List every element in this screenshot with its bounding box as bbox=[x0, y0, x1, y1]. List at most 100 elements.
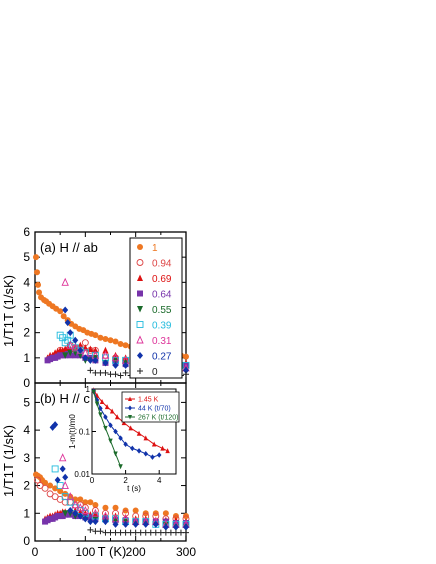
legend-label-0: 0 bbox=[152, 367, 158, 378]
panel-b-point-0.31 bbox=[71, 500, 79, 509]
panel-b-point-1 bbox=[77, 496, 84, 503]
legend-label-0.64: 0.64 bbox=[152, 290, 172, 301]
panel-b-xtick-label: 200 bbox=[126, 545, 146, 559]
legend-marker-0.39 bbox=[136, 321, 144, 328]
panel-a-point-0.55 bbox=[67, 349, 74, 357]
panel-a-point-1 bbox=[36, 289, 43, 296]
inset-point-44 K (t/70) bbox=[136, 448, 142, 454]
inset-ytick-label: 0.01 bbox=[74, 470, 90, 479]
panel-a-point-1 bbox=[97, 334, 104, 341]
panel-b-point-0 bbox=[122, 529, 129, 536]
panel-a-point-0 bbox=[107, 371, 114, 378]
panel-b-point-0.27 bbox=[102, 518, 109, 526]
panel-b-point-0.94 bbox=[34, 476, 41, 484]
legend-marker-0.94 bbox=[136, 259, 144, 266]
panel-b-point-1 bbox=[72, 496, 79, 503]
x-axis-label: T (K) bbox=[98, 544, 127, 559]
panel-b-point-1 bbox=[42, 479, 49, 486]
panel-b-point-0.27 bbox=[112, 520, 119, 528]
legend-marker-1 bbox=[137, 244, 143, 250]
panel-a-point-0 bbox=[122, 369, 129, 376]
panel-b-ytick-label: 4 bbox=[23, 423, 30, 437]
panel-a-point-0.55 bbox=[72, 349, 79, 357]
panel-b-ytick-label: 5 bbox=[23, 395, 30, 409]
panel-a-label: (a) H // ab bbox=[40, 240, 98, 255]
panel-a-point-0 bbox=[97, 369, 104, 376]
panel-a-point-0.69 bbox=[87, 345, 94, 353]
inset-point-1.45 K bbox=[114, 414, 120, 420]
panel-a-ytick-label: 0 bbox=[23, 376, 30, 390]
panel-b-point-0.27 bbox=[122, 520, 129, 528]
panel-b-point-0 bbox=[102, 529, 109, 536]
inset-xtick-label: 2 bbox=[123, 476, 128, 485]
panel-b-label: (b) H // c bbox=[40, 391, 90, 406]
panel-a-point-1 bbox=[102, 335, 109, 342]
legend-label-0.39: 0.39 bbox=[152, 321, 172, 332]
inset-point-1.45 K bbox=[143, 435, 149, 441]
legend-marker-0.64 bbox=[137, 290, 143, 297]
panel-b-ytick-label: 1 bbox=[23, 506, 30, 520]
panel-b-point-0.31 bbox=[91, 508, 100, 517]
panel-a-point-0.31 bbox=[61, 277, 69, 286]
panel-b-point-0.31 bbox=[76, 503, 85, 512]
panel-b-point-0 bbox=[87, 526, 94, 533]
panel-b-point-0 bbox=[92, 528, 99, 535]
panel-b-point-0 bbox=[142, 529, 149, 536]
panel-b-point-0 bbox=[147, 529, 154, 536]
panel-b-point-0.27 bbox=[152, 520, 159, 528]
panel-b-point-1 bbox=[87, 499, 94, 506]
panel-b-point-0 bbox=[172, 529, 179, 536]
panel-a-point-0.27 bbox=[67, 329, 74, 337]
panel-a-point-0.27 bbox=[62, 306, 69, 314]
panel-b-point-0.27 bbox=[54, 476, 61, 484]
inset-point-267 K (t/120) bbox=[91, 389, 96, 395]
inset-legend-marker-267 K (t/120) bbox=[128, 415, 132, 420]
legend-marker-0.27 bbox=[137, 352, 143, 359]
panel-b-point-0 bbox=[183, 529, 189, 536]
panel-a-point-0.27 bbox=[92, 356, 99, 364]
y-axis-label-a: 1/T1T (1/sK) bbox=[1, 275, 16, 347]
panel-a-point-0.27 bbox=[183, 366, 189, 374]
panel-a-point-0.39 bbox=[59, 334, 67, 342]
inset-x-axis-label: t (s) bbox=[127, 484, 141, 493]
panel-a-point-0.69 bbox=[102, 346, 109, 354]
panel-a-point-0 bbox=[87, 367, 94, 374]
panel-b-ytick-label: 0 bbox=[23, 534, 30, 548]
panel-a: 0 1 2 3 4 5 6 1 0.94 0.69 0.64 0.55 0.39 0.31 0.27 0 bbox=[23, 225, 190, 390]
panel-a-point-1 bbox=[34, 269, 41, 276]
inset-point-1.45 K bbox=[160, 445, 165, 451]
panel-a-point-0.39 bbox=[64, 336, 72, 344]
panel-b-point-0 bbox=[117, 529, 124, 536]
panel-b-point-0.27 bbox=[92, 518, 99, 526]
panel-a-point-0.31 bbox=[101, 350, 110, 359]
panel-b-point-0.39 bbox=[66, 498, 74, 506]
panel-b-point-0.27 bbox=[59, 465, 66, 473]
inset-point-1.45 K bbox=[165, 448, 170, 454]
panel-a-point-0.27 bbox=[82, 354, 89, 362]
panel-b-point-0.27 bbox=[142, 520, 149, 528]
panel-a-ytick-label: 2 bbox=[23, 326, 30, 340]
inset-point-1.45 K bbox=[99, 399, 105, 405]
inset-point-267 K (t/120) bbox=[98, 412, 103, 418]
panel-a-point-0.27 bbox=[72, 336, 79, 344]
inset-legend-marker-44 K (t/70) bbox=[128, 405, 132, 411]
panel-a-point-0.27 bbox=[87, 356, 94, 364]
panel-a-point-0.39 bbox=[56, 331, 64, 339]
legend-marker-0.31 bbox=[136, 335, 144, 344]
inset-legend-marker-1.45 K bbox=[128, 396, 132, 401]
panel-a-point-1 bbox=[117, 340, 124, 347]
panel-b-point-1 bbox=[67, 493, 74, 500]
panel-b-point-0.27 bbox=[67, 507, 74, 515]
inset-point-44 K (t/70) bbox=[156, 452, 162, 458]
inset-ytick-label: 0.1 bbox=[79, 428, 91, 437]
inset-xtick-label: 4 bbox=[157, 476, 162, 485]
legend-label-0.94: 0.94 bbox=[152, 259, 172, 270]
inset-legend-label-267 K (t/120): 267 K (t/120) bbox=[138, 415, 178, 422]
panel-b-point-0 bbox=[137, 529, 144, 536]
panel-a-point-0 bbox=[102, 369, 109, 376]
legend-label-1: 1 bbox=[152, 243, 158, 254]
inset-legend-label-44 K (t/70): 44 K (t/70) bbox=[138, 406, 171, 413]
legend-marker-0.55 bbox=[137, 306, 143, 313]
panel-a-point-0.69 bbox=[77, 341, 84, 349]
inset-point-44 K (t/70) bbox=[130, 445, 135, 452]
